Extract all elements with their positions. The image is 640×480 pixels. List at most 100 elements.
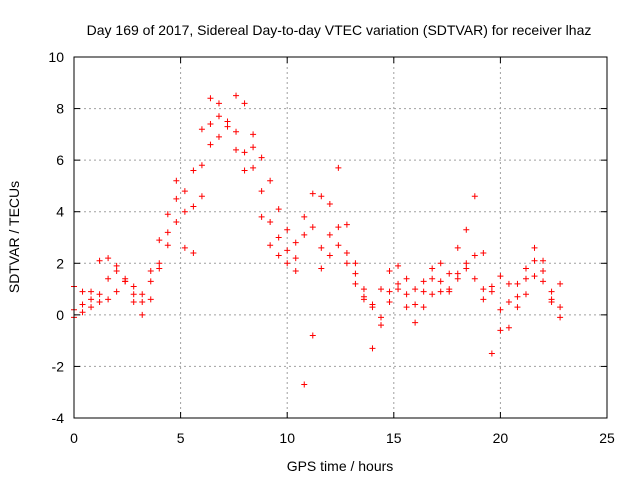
data-point <box>173 219 180 226</box>
data-point <box>463 265 470 272</box>
chart-title: Day 169 of 2017, Sidereal Day-to-day VTE… <box>87 22 592 38</box>
data-point <box>369 301 376 308</box>
data-point <box>454 270 461 277</box>
data-point <box>531 273 538 280</box>
data-point <box>557 280 564 287</box>
data-point <box>429 275 436 282</box>
data-point <box>292 255 299 262</box>
data-point <box>250 131 257 138</box>
data-point <box>437 260 444 267</box>
data-point <box>412 301 419 308</box>
data-point <box>480 296 487 303</box>
data-point <box>284 247 291 254</box>
data-point <box>395 286 402 293</box>
data-point <box>241 167 248 174</box>
y-tick-label: 10 <box>48 49 64 65</box>
data-point <box>122 278 129 285</box>
data-point <box>164 242 171 249</box>
data-point <box>267 219 274 226</box>
data-point <box>250 144 257 151</box>
data-point <box>164 211 171 218</box>
data-point <box>105 275 112 282</box>
data-point <box>96 257 103 264</box>
data-point <box>318 244 325 251</box>
data-point <box>318 265 325 272</box>
data-point <box>403 304 410 311</box>
data-point <box>369 345 376 352</box>
data-point <box>181 244 188 251</box>
data-point <box>233 146 240 153</box>
data-point <box>96 291 103 298</box>
data-point <box>497 327 504 334</box>
grid <box>74 57 607 418</box>
data-point <box>531 257 538 264</box>
y-tick-label: 8 <box>56 101 64 117</box>
x-tick-label: 10 <box>279 430 295 446</box>
x-tick-label: 0 <box>70 430 78 446</box>
data-point <box>130 298 137 305</box>
data-point <box>335 164 342 171</box>
y-tick-label: 4 <box>56 204 64 220</box>
data-point <box>522 265 529 272</box>
data-point <box>198 126 205 133</box>
data-point <box>386 268 393 275</box>
data-point <box>540 278 547 285</box>
data-point <box>147 268 154 275</box>
data-point <box>241 149 248 156</box>
data-point <box>412 286 419 293</box>
data-point <box>267 242 274 249</box>
x-axis-label: GPS time / hours <box>287 458 394 474</box>
data-point <box>488 288 495 295</box>
data-point <box>412 319 419 326</box>
data-point <box>378 314 385 321</box>
data-point <box>360 286 367 293</box>
data-point <box>130 283 137 290</box>
data-point <box>164 229 171 236</box>
data-point <box>258 188 265 195</box>
data-point <box>156 237 163 244</box>
y-axis-label: SDTVAR / TECUs <box>6 181 22 293</box>
data-point <box>352 270 359 277</box>
data-point <box>275 206 282 213</box>
data-point <box>378 286 385 293</box>
data-point <box>198 193 205 200</box>
data-point <box>79 301 86 308</box>
data-point <box>335 242 342 249</box>
data-point <box>540 268 547 275</box>
data-point <box>318 193 325 200</box>
data-point <box>360 293 367 300</box>
y-tick-label: 6 <box>56 152 64 168</box>
series-track-c <box>71 118 564 388</box>
data-point <box>88 304 95 311</box>
data-point <box>446 270 453 277</box>
data-point <box>386 298 393 305</box>
data-point <box>488 283 495 290</box>
data-point <box>224 118 231 125</box>
data-point <box>215 100 222 107</box>
data-point <box>505 324 512 331</box>
data-point <box>105 255 112 262</box>
data-point <box>301 213 308 220</box>
data-point <box>497 306 504 313</box>
data-point <box>113 268 120 275</box>
data-point <box>301 231 308 238</box>
data-point <box>343 221 350 228</box>
data-point <box>224 123 231 130</box>
data-point <box>190 203 197 210</box>
data-point <box>343 249 350 256</box>
data-point <box>173 195 180 202</box>
data-point <box>105 296 112 303</box>
data-point <box>309 190 316 197</box>
data-point <box>275 252 282 259</box>
y-tick-label: -2 <box>52 358 65 374</box>
data-point <box>326 200 333 207</box>
data-point <box>207 141 214 148</box>
y-tick-label: 2 <box>56 255 64 271</box>
data-point <box>301 381 308 388</box>
y-tick-label: -4 <box>52 410 65 426</box>
data-point <box>531 244 538 251</box>
data-point <box>343 260 350 267</box>
plot-frame <box>73 56 608 419</box>
data-point <box>471 193 478 200</box>
data-point <box>215 113 222 120</box>
